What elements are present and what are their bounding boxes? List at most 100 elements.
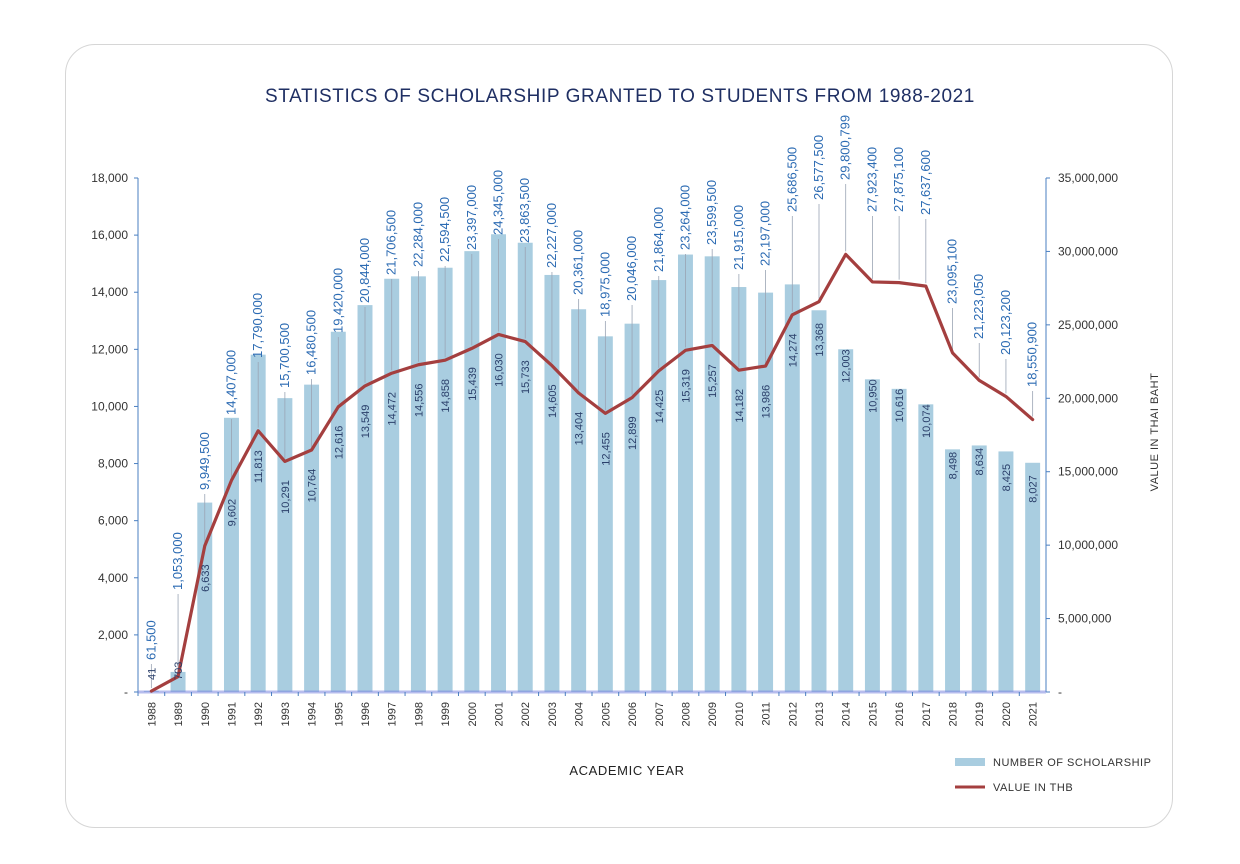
- line-value-label: 23,397,000: [464, 185, 479, 250]
- bar-value-label: 8,425: [1001, 464, 1013, 492]
- x-tick-label: 1996: [360, 702, 372, 726]
- bar: [998, 451, 1014, 692]
- bar: [971, 445, 987, 692]
- legend-bar-swatch: [955, 758, 985, 766]
- legend-line-label: VALUE IN THB: [993, 782, 1073, 794]
- bar-value-label: 10,616: [894, 389, 906, 423]
- bar-value-label: 14,556: [413, 383, 425, 417]
- x-tick-label: 1998: [413, 702, 425, 726]
- x-tick-label: 2013: [814, 702, 826, 726]
- x-tick-label: 2012: [787, 702, 799, 726]
- x-tick-label: 1999: [440, 702, 452, 726]
- x-tick-label: 2006: [627, 702, 639, 726]
- x-tick-label: 1990: [200, 702, 212, 726]
- x-tick-label: 2018: [948, 702, 960, 726]
- bar-value-label: 14,472: [387, 392, 399, 426]
- bar-value-label: 10,764: [307, 469, 319, 503]
- bar: [437, 267, 453, 692]
- right-axis-title: VALUE IN THAI BAHT: [1149, 373, 1161, 492]
- line-value-label: 23,599,500: [704, 180, 719, 245]
- x-tick-label: 2001: [494, 702, 506, 726]
- x-tick-label: 2000: [467, 702, 479, 726]
- label-connectors: [150, 184, 1034, 689]
- line-value-label: 20,046,000: [624, 236, 639, 301]
- x-tick-label: 1995: [333, 702, 345, 726]
- line-value-label: 22,197,000: [758, 201, 773, 266]
- right-tick-label: -: [1058, 685, 1062, 699]
- bar: [811, 310, 827, 692]
- x-tick-label: 1989: [173, 702, 185, 726]
- bar-value-label: 8,634: [974, 448, 986, 476]
- left-tick-label: 16,000: [91, 228, 128, 242]
- line-value-label: 23,863,500: [517, 178, 532, 243]
- bar: [357, 305, 373, 692]
- bar: [731, 287, 747, 692]
- bar: [197, 502, 213, 692]
- bar: [704, 256, 720, 692]
- bar: [410, 276, 426, 692]
- chart-title: STATISTICS OF SCHOLARSHIP GRANTED TO STU…: [265, 86, 975, 107]
- bar-value-label: 14,858: [440, 379, 452, 413]
- bar-value-label: 15,439: [467, 367, 479, 401]
- axes-group: - 2,000 4,000 6,000 8,000 10,000 12,000 14,000 1…: [91, 171, 1118, 726]
- left-tick-label: 8,000: [98, 457, 128, 471]
- value-line-group: [149, 252, 1035, 693]
- bar: [464, 251, 480, 692]
- left-tick-label: 10,000: [91, 399, 128, 413]
- left-tick-label: 6,000: [98, 514, 128, 528]
- right-tick-label: 35,000,000: [1058, 171, 1118, 185]
- line-value-label: 16,480,500: [304, 310, 319, 375]
- bar: [571, 309, 587, 692]
- bar: [597, 336, 613, 692]
- line-value-label: 20,123,200: [998, 290, 1013, 355]
- right-tick-label: 15,000,000: [1058, 465, 1118, 479]
- bar-value-label: 15,257: [707, 364, 719, 398]
- x-tick-label: 2015: [867, 702, 879, 726]
- bar: [491, 234, 507, 692]
- bar-value-label: 15,319: [680, 369, 692, 403]
- line-value-label: 27,637,600: [918, 150, 933, 215]
- bar-value-label: 11,813: [253, 450, 265, 483]
- x-tick-label: 2003: [547, 702, 559, 726]
- x-tick-label: 1997: [387, 702, 399, 726]
- left-tick-label: -: [124, 685, 128, 699]
- line-value-label: 15,700,500: [277, 323, 292, 388]
- bars-group: [143, 234, 1041, 693]
- line-value-label: 18,550,900: [1025, 322, 1040, 387]
- x-tick-label: 2021: [1028, 702, 1040, 726]
- bar: [277, 398, 293, 692]
- bar: [384, 278, 400, 692]
- x-tick-label: 2011: [761, 702, 773, 726]
- x-tick-label: 2014: [841, 702, 853, 726]
- bar: [864, 379, 880, 692]
- bar: [330, 331, 346, 692]
- bar: [758, 292, 774, 692]
- line-value-label: 21,706,500: [384, 210, 399, 275]
- bar: [517, 242, 533, 692]
- x-tick-label: 2020: [1001, 702, 1013, 726]
- left-tick-label: 12,000: [91, 342, 128, 356]
- x-axis-title: ACADEMIC YEAR: [569, 763, 684, 778]
- line-value-label: 26,577,500: [811, 135, 826, 200]
- bar-value-label: 12,899: [627, 416, 639, 450]
- bar: [838, 349, 854, 692]
- bar-value-label: 14,605: [547, 384, 559, 418]
- value-line: [149, 252, 1035, 693]
- x-tick-label: 1991: [226, 702, 238, 726]
- x-tick-label: 2016: [894, 702, 906, 726]
- x-tick-label: 2004: [574, 702, 586, 726]
- bar-value-label: 13,986: [761, 385, 773, 419]
- bar-value-label: 13,368: [814, 323, 826, 357]
- x-tick-label: 2009: [707, 702, 719, 726]
- x-tick-label: 1994: [307, 702, 319, 726]
- bar: [918, 404, 934, 692]
- bar: [304, 384, 320, 692]
- x-tick-label: 2007: [654, 702, 666, 726]
- bar-value-label: 6,633: [200, 564, 212, 592]
- bar-value-label: 8,027: [1028, 475, 1040, 503]
- bar-value-label: 13,404: [574, 412, 586, 446]
- x-tick-label: 1992: [253, 702, 265, 726]
- bar-value-label: 41: [146, 668, 158, 680]
- line-value-label: 21,915,000: [731, 205, 746, 270]
